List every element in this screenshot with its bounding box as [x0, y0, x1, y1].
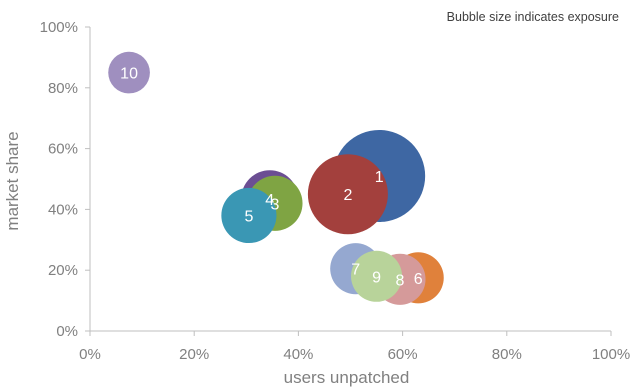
y-tick-label: 40% [48, 201, 78, 218]
y-axis-title: market share [3, 131, 22, 230]
x-tick-label: 0% [79, 346, 101, 363]
bubble-labels: 10 1 34 2 5 6 7 89 [120, 66, 423, 290]
x-axis-ticks: 0% 20% 40% 60% 80% 100% [79, 331, 630, 363]
y-tick-label: 20% [48, 262, 78, 279]
x-tick-label: 20% [179, 346, 209, 363]
chart-axes [89, 27, 611, 332]
x-tick-label: 100% [592, 346, 630, 363]
bubble-label-4: 4 [265, 192, 274, 209]
x-tick-label: 60% [388, 346, 418, 363]
bubble-2 [307, 154, 388, 235]
bubble-label-8: 8 [396, 272, 405, 289]
y-tick-label: 80% [48, 80, 78, 97]
bubble-label-1: 1 [375, 169, 384, 186]
bubble-label-6: 6 [414, 271, 423, 288]
y-tick-label: 60% [48, 141, 78, 158]
bubble-label-5: 5 [244, 208, 253, 225]
bubble-9 [351, 250, 403, 302]
bubble-label-7: 7 [351, 262, 360, 279]
bubble-label-2: 2 [343, 187, 352, 204]
x-tick-label: 40% [283, 346, 313, 363]
bubble-5 [221, 187, 277, 244]
x-tick-label: 80% [492, 346, 522, 363]
x-axis-title: users unpatched [284, 368, 410, 387]
bubble-label-3: 3 [271, 196, 280, 213]
bubble-series [108, 51, 444, 305]
y-tick-label: 0% [56, 323, 78, 340]
bubble-label-9: 9 [372, 269, 381, 286]
bubble-label-10: 10 [120, 66, 138, 83]
y-axis-ticks: 0% 20% 40% 60% 80% 100% [40, 19, 90, 340]
bubble-10 [108, 51, 150, 94]
bubble-size-note: Bubble size indicates exposure [447, 10, 619, 24]
y-tick-label: 100% [40, 19, 78, 36]
